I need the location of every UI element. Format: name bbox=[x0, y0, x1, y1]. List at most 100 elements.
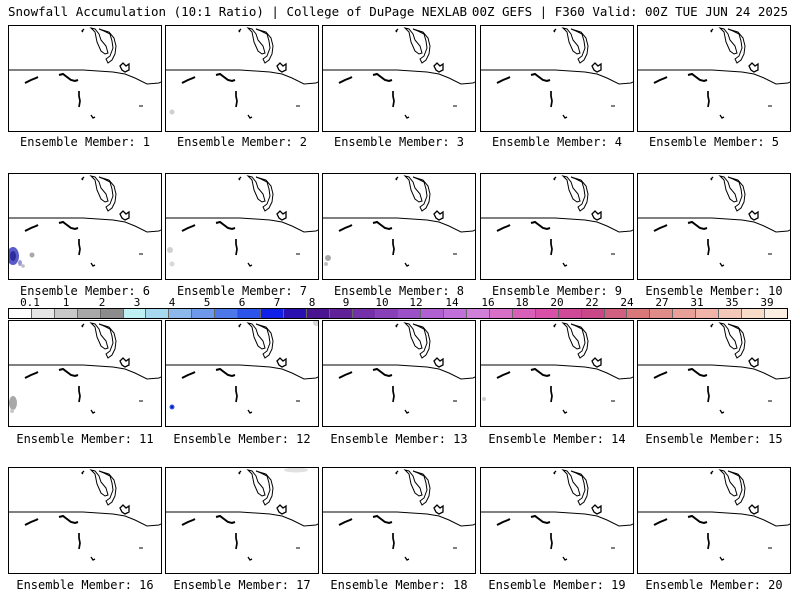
map-outline bbox=[9, 322, 161, 414]
colorbar-swatch bbox=[260, 309, 284, 318]
colorbar-swatch bbox=[604, 309, 628, 318]
map-outline bbox=[166, 27, 318, 119]
colorbar-swatch bbox=[512, 309, 536, 318]
colorbar-tick-label: 14 bbox=[445, 296, 459, 309]
colorbar-tick-label: 27 bbox=[655, 296, 669, 309]
colorbar-swatch bbox=[100, 309, 124, 318]
colorbar-tick-label: 4 bbox=[168, 296, 176, 309]
ensemble-member-map bbox=[8, 467, 162, 574]
colorbar-swatch bbox=[146, 309, 170, 318]
member-label: Ensemble Member: 12 bbox=[173, 432, 311, 446]
ensemble-member-map bbox=[165, 467, 319, 574]
member-label: Ensemble Member: 9 bbox=[491, 284, 623, 298]
colorbar-swatch bbox=[192, 309, 216, 318]
colorbar-tick-label: 16 bbox=[481, 296, 495, 309]
colorbar-swatch bbox=[169, 309, 193, 318]
ensemble-member-map bbox=[480, 25, 634, 132]
colorbar-tick-label: 5 bbox=[203, 296, 211, 309]
colorbar-swatch bbox=[238, 309, 261, 318]
colorbar-swatch bbox=[77, 309, 101, 318]
member-label: Ensemble Member: 6 bbox=[19, 284, 151, 298]
ensemble-member-map bbox=[322, 467, 476, 574]
colorbar-tick-label: 20 bbox=[550, 296, 564, 309]
colorbar-swatch bbox=[352, 309, 376, 318]
ensemble-member-map bbox=[8, 320, 162, 427]
map-outline bbox=[638, 27, 790, 119]
colorbar-swatch bbox=[54, 309, 78, 318]
colorbar-swatch bbox=[490, 309, 513, 318]
colorbar-swatch bbox=[696, 309, 720, 318]
colorbar-swatch bbox=[123, 309, 147, 318]
map-outline bbox=[638, 322, 790, 414]
colorbar-tick-label: 0.1 bbox=[20, 296, 40, 309]
member-label: Ensemble Member: 19 bbox=[488, 578, 626, 592]
snowfall-colorbar bbox=[8, 308, 788, 319]
map-outline bbox=[481, 27, 633, 119]
colorbar-tick-label: 6 bbox=[238, 296, 246, 309]
colorbar-swatch bbox=[375, 309, 399, 318]
member-label: Ensemble Member: 10 bbox=[645, 284, 783, 298]
colorbar-swatch bbox=[581, 309, 605, 318]
map-outline bbox=[481, 469, 633, 561]
colorbar-tick-label: 7 bbox=[273, 296, 281, 309]
colorbar-tick-label: 3 bbox=[133, 296, 141, 309]
member-label: Ensemble Member: 7 bbox=[176, 284, 308, 298]
member-label: Ensemble Member: 8 bbox=[333, 284, 465, 298]
ensemble-member-map bbox=[322, 320, 476, 427]
colorbar-tick-label: 39 bbox=[760, 296, 774, 309]
map-outline bbox=[481, 322, 633, 414]
ensemble-member-map bbox=[637, 25, 791, 132]
member-label: Ensemble Member: 1 bbox=[19, 135, 151, 149]
member-label: Ensemble Member: 2 bbox=[176, 135, 308, 149]
colorbar-swatch bbox=[742, 309, 765, 318]
colorbar-swatch bbox=[558, 309, 582, 318]
map-outline bbox=[323, 322, 475, 414]
colorbar-swatch bbox=[444, 309, 468, 318]
colorbar-tick-label: 12 bbox=[409, 296, 423, 309]
run-valid-time: 00Z GEFS | F360 Valid: 00Z TUE JUN 24 20… bbox=[471, 4, 788, 19]
map-outline bbox=[166, 321, 318, 414]
ensemble-member-map bbox=[165, 173, 319, 280]
member-label: Ensemble Member: 20 bbox=[645, 578, 783, 592]
colorbar-swatch bbox=[467, 309, 491, 318]
colorbar-tick-label: 10 bbox=[375, 296, 389, 309]
map-outline bbox=[9, 27, 161, 119]
colorbar-swatch bbox=[9, 309, 32, 318]
ensemble-member-map bbox=[480, 173, 634, 280]
map-outline bbox=[323, 175, 475, 267]
colorbar-swatch bbox=[673, 309, 697, 318]
member-label: Ensemble Member: 5 bbox=[648, 135, 780, 149]
map-outline bbox=[9, 469, 161, 561]
colorbar-tick-label: 9 bbox=[342, 296, 350, 309]
ensemble-member-map bbox=[480, 320, 634, 427]
member-label: Ensemble Member: 15 bbox=[645, 432, 783, 446]
map-outline bbox=[9, 175, 161, 268]
colorbar-swatch bbox=[215, 309, 239, 318]
colorbar-tick-label: 24 bbox=[620, 296, 634, 309]
member-label: Ensemble Member: 11 bbox=[16, 432, 154, 446]
colorbar-swatch bbox=[283, 309, 307, 318]
colorbar-tick-label: 1 bbox=[62, 296, 70, 309]
colorbar-swatch bbox=[764, 309, 787, 318]
ensemble-member-map bbox=[165, 25, 319, 132]
ensemble-member-map bbox=[165, 320, 319, 427]
member-label: Ensemble Member: 3 bbox=[333, 135, 465, 149]
member-label: Ensemble Member: 14 bbox=[488, 432, 626, 446]
map-outline bbox=[166, 468, 318, 561]
ensemble-member-map bbox=[8, 173, 162, 280]
ensemble-member-map bbox=[322, 173, 476, 280]
map-outline bbox=[166, 175, 318, 267]
colorbar-tick-label: 18 bbox=[515, 296, 529, 309]
map-outline bbox=[638, 469, 790, 561]
map-title: Snowfall Accumulation (10:1 Ratio) | Col… bbox=[8, 4, 468, 19]
member-label: Ensemble Member: 18 bbox=[330, 578, 468, 592]
colorbar-tick-label: 8 bbox=[308, 296, 316, 309]
colorbar-swatch bbox=[31, 309, 55, 318]
colorbar-swatch bbox=[535, 309, 559, 318]
colorbar-tick-label: 22 bbox=[585, 296, 599, 309]
colorbar-tick-label: 35 bbox=[725, 296, 739, 309]
colorbar-swatch bbox=[650, 309, 674, 318]
map-outline bbox=[481, 175, 633, 267]
member-label: Ensemble Member: 4 bbox=[491, 135, 623, 149]
map-outline bbox=[323, 469, 475, 561]
